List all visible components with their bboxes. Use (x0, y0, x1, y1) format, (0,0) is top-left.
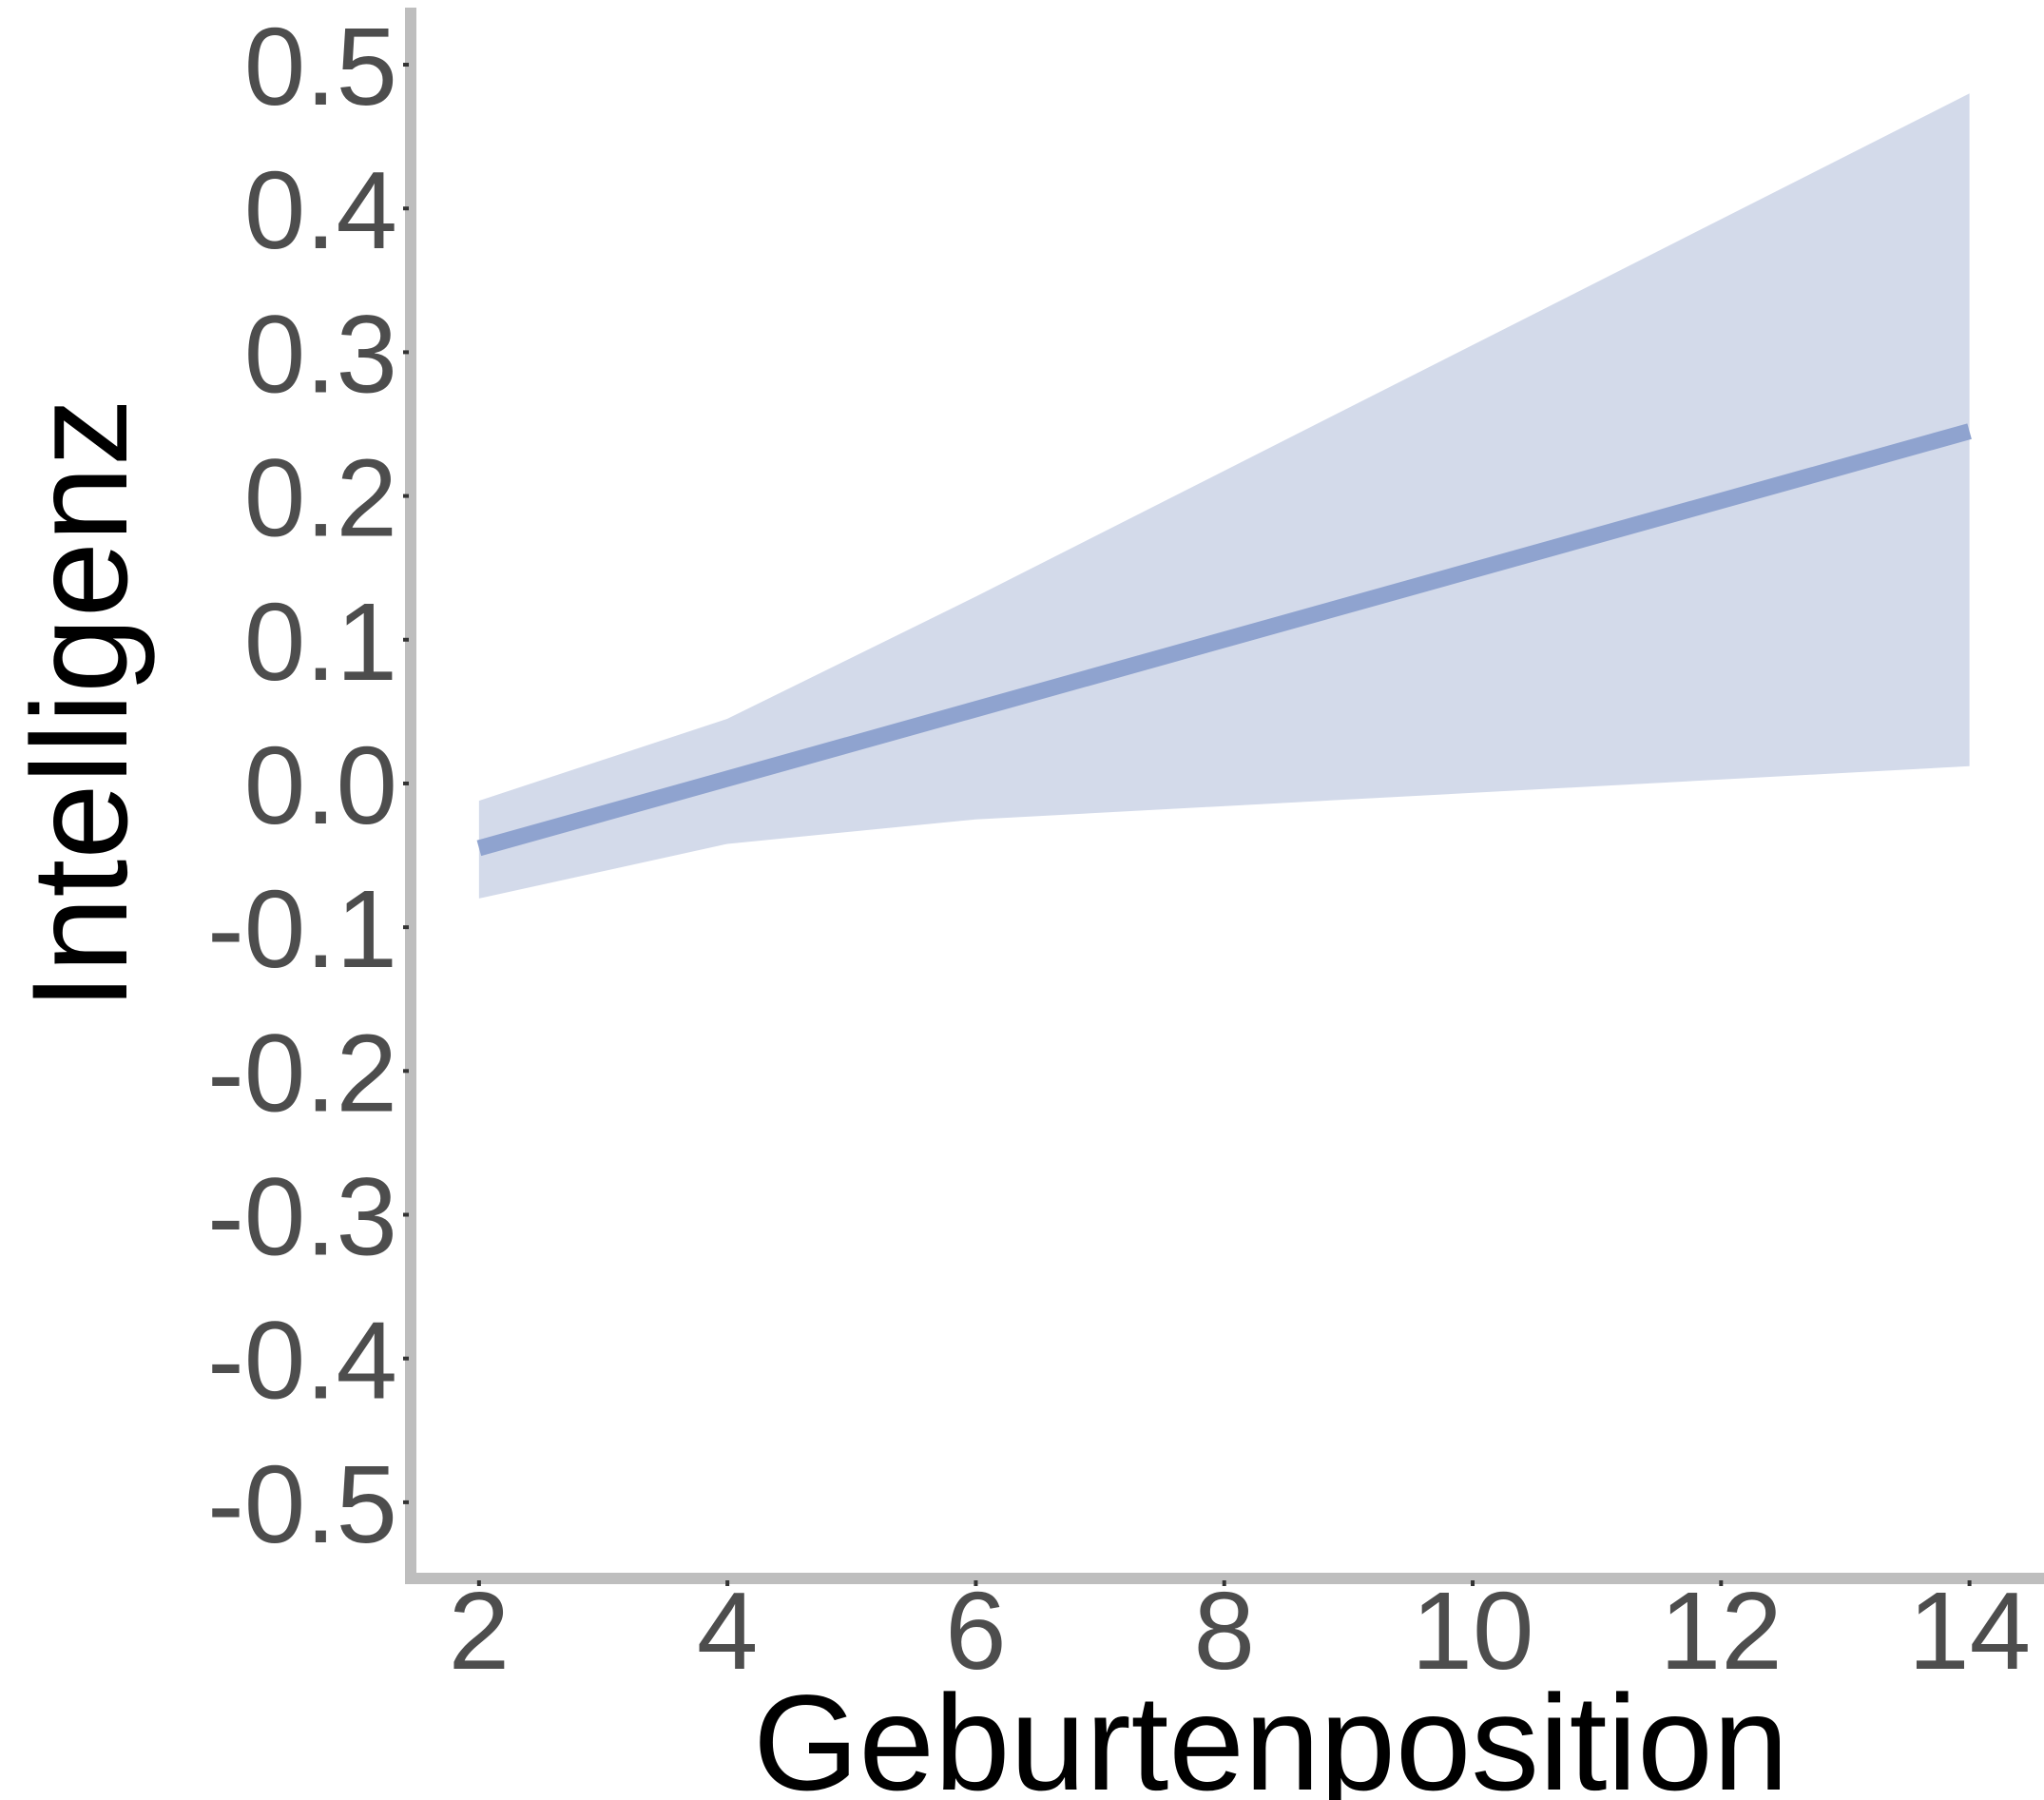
y-axis-title: Intelligenz (5, 398, 156, 1011)
x-axis-title: Geburtenposition (753, 1668, 1788, 1800)
y-tick-label: 0.5 (244, 5, 397, 128)
x-axis-ticks: 2 4 6 8 10 12 14 (449, 1569, 2032, 1693)
y-tick-label: 0.0 (244, 724, 397, 847)
trend-line (476, 423, 1972, 857)
y-tick-label: -0.3 (207, 1155, 397, 1279)
x-tick-label: 12 (1660, 1569, 1783, 1693)
confidence-band (478, 93, 1970, 899)
x-tick-label: 14 (1908, 1569, 2031, 1693)
y-tick-label: 0.2 (244, 436, 397, 560)
axes (405, 8, 2044, 1584)
y-tick-label: 0.1 (244, 580, 397, 704)
y-tick-label: -0.2 (207, 1011, 397, 1134)
x-tick-label: 4 (697, 1569, 759, 1693)
y-tick-label: 0.3 (244, 292, 397, 416)
trend-line-layer (476, 423, 1972, 857)
y-tick-label: 0.4 (244, 148, 397, 272)
x-tick-label: 10 (1412, 1569, 1534, 1693)
y-tick-label: -0.4 (207, 1299, 397, 1423)
y-axis-ticks: 0.5 0.4 0.3 0.2 0.1 0.0 -0.1 -0.2 -0.3 -0.4 -0.5 (207, 5, 409, 1566)
y-tick-label: -0.1 (207, 867, 397, 991)
x-tick-label: 6 (945, 1569, 1007, 1693)
y-tick-label: -0.5 (207, 1442, 397, 1566)
x-tick-label: 8 (1193, 1569, 1255, 1693)
x-tick-label: 2 (449, 1569, 511, 1693)
confidence-band-layer (478, 93, 1970, 899)
